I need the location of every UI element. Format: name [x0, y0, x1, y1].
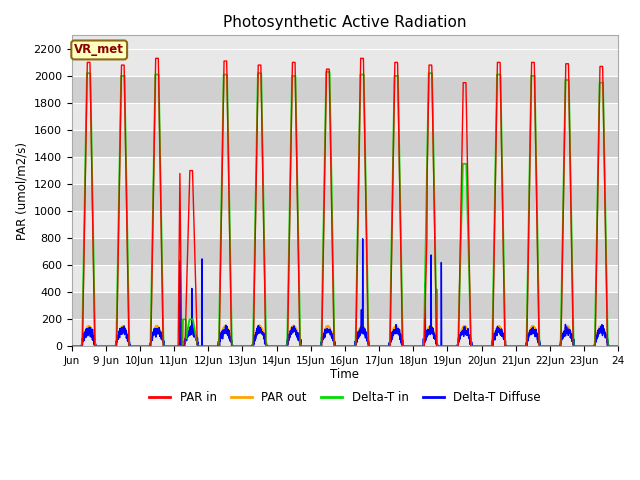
- PAR out: [395, 326, 403, 332]
- PAR in: [365, 344, 373, 349]
- Bar: [72, 265, 618, 292]
- PAR out: [256, 322, 264, 327]
- Bar: [72, 130, 618, 157]
- PAR in: [495, 60, 503, 65]
- PAR out: [365, 342, 373, 348]
- PAR out: [522, 342, 530, 348]
- Line: PAR out: PAR out: [72, 324, 618, 347]
- Delta-T in: [323, 69, 330, 75]
- PAR in: [181, 343, 189, 349]
- Bar: [72, 292, 618, 319]
- Delta-T Diffuse: [522, 342, 530, 348]
- Delta-T in: [181, 316, 189, 322]
- PAR out: [614, 344, 622, 349]
- PAR out: [68, 344, 76, 349]
- Bar: [72, 319, 618, 347]
- Line: Delta-T in: Delta-T in: [72, 72, 618, 347]
- Delta-T in: [536, 344, 544, 349]
- X-axis label: Time: Time: [330, 368, 360, 381]
- Delta-T in: [365, 344, 373, 349]
- PAR in: [536, 344, 544, 349]
- Line: Delta-T Diffuse: Delta-T Diffuse: [72, 239, 618, 347]
- PAR in: [68, 344, 76, 349]
- Delta-T in: [522, 344, 530, 349]
- Bar: [72, 157, 618, 184]
- Y-axis label: PAR (umol/m2/s): PAR (umol/m2/s): [15, 142, 28, 240]
- PAR out: [536, 342, 544, 348]
- Delta-T in: [68, 344, 76, 349]
- Delta-T Diffuse: [536, 344, 544, 349]
- Delta-T Diffuse: [181, 339, 189, 345]
- Bar: [72, 103, 618, 130]
- Delta-T Diffuse: [365, 342, 373, 348]
- Bar: [72, 76, 618, 103]
- Bar: [72, 49, 618, 76]
- Delta-T Diffuse: [68, 344, 76, 349]
- Bar: [72, 184, 618, 211]
- Delta-T in: [395, 108, 403, 114]
- PAR out: [181, 338, 189, 344]
- Delta-T Diffuse: [359, 236, 367, 242]
- Line: PAR in: PAR in: [72, 59, 618, 347]
- Bar: [72, 238, 618, 265]
- Delta-T in: [495, 72, 503, 77]
- Title: Photosynthetic Active Radiation: Photosynthetic Active Radiation: [223, 15, 467, 30]
- Delta-T Diffuse: [395, 331, 403, 337]
- PAR out: [495, 323, 503, 329]
- Delta-T Diffuse: [614, 344, 622, 349]
- PAR in: [614, 344, 622, 349]
- PAR in: [395, 117, 403, 122]
- Bar: [72, 211, 618, 238]
- Text: VR_met: VR_met: [74, 44, 124, 57]
- Delta-T Diffuse: [495, 325, 503, 331]
- Delta-T in: [614, 344, 622, 349]
- PAR in: [152, 56, 159, 61]
- PAR in: [522, 344, 530, 349]
- Legend: PAR in, PAR out, Delta-T in, Delta-T Diffuse: PAR in, PAR out, Delta-T in, Delta-T Dif…: [144, 386, 546, 409]
